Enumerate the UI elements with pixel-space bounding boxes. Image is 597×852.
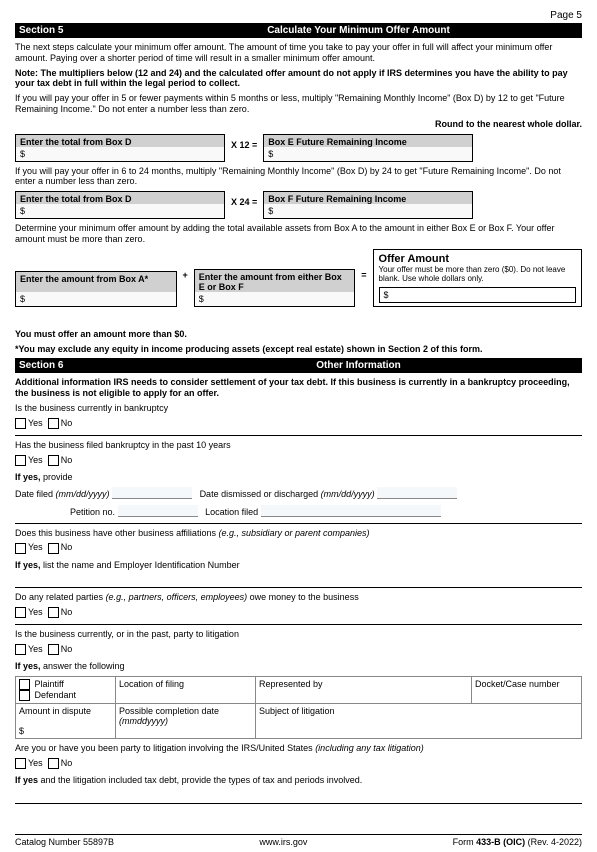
x24-op: X 24 = (231, 197, 257, 207)
plaintiff-checkbox[interactable] (19, 679, 30, 690)
litigation-table: Plaintiff Defendant Location of filing R… (15, 676, 582, 739)
addl-info: Additional information IRS needs to cons… (15, 377, 582, 399)
section-5-label: Section 5 (19, 25, 139, 36)
q-past-bk: Has the business filed bankruptcy in the… (15, 440, 582, 451)
catalog-number: Catalog Number 55897B (15, 837, 114, 847)
determine-text: Determine your minimum offer amount by a… (15, 223, 582, 245)
eq-op: = (361, 270, 366, 280)
plus-op: + (183, 270, 188, 280)
irslit-yes-checkbox[interactable] (15, 758, 26, 769)
form-number: Form 433-B (OIC) (Rev. 4-2022) (453, 837, 582, 847)
exclude-note: *You may exclude any equity in income pr… (15, 344, 582, 355)
box-d-1[interactable]: Enter the total from Box D $ (15, 134, 225, 162)
offer-value[interactable]: $ (379, 287, 576, 303)
box-ef-label: Enter the amount from either Box E or Bo… (195, 270, 355, 292)
pastbk-yes-checkbox[interactable] (15, 455, 26, 466)
box-f-label: Box F Future Remaining Income (264, 192, 472, 204)
page-number: Page 5 (15, 10, 582, 21)
box-a-label: Enter the amount from Box A* (16, 272, 176, 284)
location-label: Location filed (205, 507, 258, 517)
q-litigation: Is the business currently, or in the pas… (15, 629, 582, 640)
no-label: No (61, 418, 73, 428)
must-offer: You must offer an amount more than $0. (15, 329, 582, 340)
box-e-value[interactable]: $ (264, 147, 472, 161)
petition-input[interactable] (118, 505, 198, 517)
pastbk-no-checkbox[interactable] (48, 455, 59, 466)
box-e[interactable]: Box E Future Remaining Income $ (263, 134, 473, 162)
bk-no-checkbox[interactable] (48, 418, 59, 429)
section-5-header: Section 5 Calculate Your Minimum Offer A… (15, 23, 582, 38)
date-filed-input[interactable] (112, 487, 192, 499)
lit-no-checkbox[interactable] (48, 644, 59, 655)
box-d-value[interactable]: $ (16, 147, 224, 161)
box-ef-value[interactable]: $ (195, 292, 355, 306)
offer-calc-row: Enter the amount from Box A* $ + Enter t… (15, 249, 582, 307)
box-ef[interactable]: Enter the amount from either Box E or Bo… (194, 269, 356, 307)
offer-box[interactable]: Offer Amount Your offer must be more tha… (373, 249, 582, 307)
q-affil: Does this business have other business a… (15, 528, 582, 539)
defendant-label: Defendant (35, 690, 77, 700)
petition-label: Petition no. (70, 507, 115, 517)
box-d-label-2: Enter the total from Box D (16, 192, 224, 204)
date-dismissed-input[interactable] (377, 487, 457, 499)
rep-by-cell[interactable]: Represented by (256, 676, 472, 703)
note-text: Note: The multipliers below (12 and 24) … (15, 68, 582, 90)
bk-yes-checkbox[interactable] (15, 418, 26, 429)
poss-date-cell[interactable]: Possible completion date (mmddyyyy) (116, 704, 256, 739)
round-note: Round to the nearest whole dollar. (15, 119, 582, 130)
amt-dispute-cell[interactable]: Amount in dispute$ (16, 704, 116, 739)
footer-url: www.irs.gov (259, 837, 307, 847)
rel-yes-checkbox[interactable] (15, 607, 26, 618)
box-e-label: Box E Future Remaining Income (264, 135, 472, 147)
instruction-24: If you will pay your offer in 6 to 24 mo… (15, 166, 582, 188)
subj-lit-cell[interactable]: Subject of litigation (256, 704, 582, 739)
loc-filing-cell[interactable]: Location of filing (116, 676, 256, 703)
box-d-value-2[interactable]: $ (16, 204, 224, 218)
date-filed-label: Date filed (mm/dd/yyyy) (15, 489, 110, 499)
q-bankruptcy: Is the business currently in bankruptcy (15, 403, 582, 414)
lit-yes-checkbox[interactable] (15, 644, 26, 655)
section-6-label: Section 6 (19, 360, 139, 371)
q-related: Do any related parties (e.g., partners, … (15, 592, 582, 603)
offer-title: Offer Amount (379, 253, 576, 265)
box-d-label: Enter the total from Box D (16, 135, 224, 147)
section-6-header: Section 6 Other Information (15, 358, 582, 373)
yes-label: Yes (28, 418, 43, 428)
section-6-title: Other Information (139, 360, 578, 371)
q-irs-lit: Are you or have you been party to litiga… (15, 743, 582, 754)
intro-text: The next steps calculate your minimum of… (15, 42, 582, 64)
date-dismissed-label: Date dismissed or discharged (mm/dd/yyyy… (200, 489, 375, 499)
box-f-value[interactable]: $ (264, 204, 472, 218)
location-input[interactable] (261, 505, 441, 517)
affil-yes-checkbox[interactable] (15, 543, 26, 554)
irslit-no-checkbox[interactable] (48, 758, 59, 769)
calc-row-24: Enter the total from Box D $ X 24 = Box … (15, 191, 582, 219)
affil-no-checkbox[interactable] (48, 543, 59, 554)
section-5-title: Calculate Your Minimum Offer Amount (139, 25, 578, 36)
docket-cell[interactable]: Docket/Case number (472, 676, 582, 703)
box-a[interactable]: Enter the amount from Box A* $ (15, 271, 177, 307)
box-f[interactable]: Box F Future Remaining Income $ (263, 191, 473, 219)
box-a-value[interactable]: $ (16, 292, 176, 306)
plaintiff-label: Plaintiff (35, 679, 64, 689)
box-d-2[interactable]: Enter the total from Box D $ (15, 191, 225, 219)
defendant-checkbox[interactable] (19, 690, 30, 701)
x12-op: X 12 = (231, 140, 257, 150)
instruction-12: If you will pay your offer in 5 or fewer… (15, 93, 582, 115)
page-footer: Catalog Number 55897B www.irs.gov Form 4… (15, 834, 582, 847)
offer-note: Your offer must be more than zero ($0). … (379, 265, 576, 283)
calc-row-12: Enter the total from Box D $ X 12 = Box … (15, 134, 582, 162)
rel-no-checkbox[interactable] (48, 607, 59, 618)
